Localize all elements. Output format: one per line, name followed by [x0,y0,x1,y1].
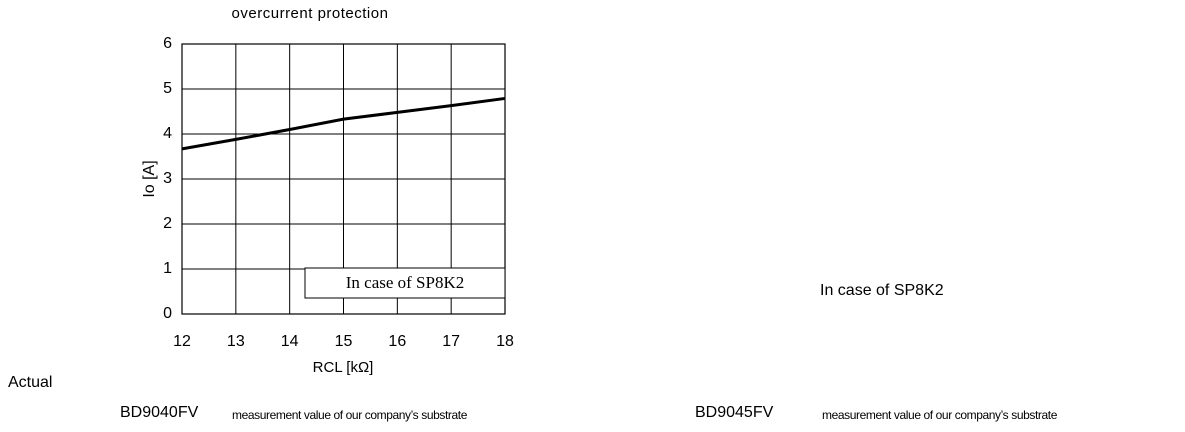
side-label: Actual [8,374,53,391]
x-tick-label: 14 [281,333,299,350]
x-tick-label: 13 [227,333,245,350]
chart: overcurrent protection Io [A] RCL [kΩ] 0… [141,5,514,376]
x-tick-label: 18 [496,333,514,350]
annotation-box [304,267,506,299]
y-tick-label: 4 [163,125,172,142]
x-tick-label: 12 [173,333,191,350]
caption-part: BD9045FV [695,404,774,421]
plot-frame [181,43,506,315]
right-note: In case of SP8K2 [820,282,944,299]
series-line [181,96,506,151]
x-tick-label: 15 [335,333,353,350]
y-tick-label: 6 [163,35,172,52]
caption-part: BD9040FV [120,404,199,421]
x-axis-label: RCL [kΩ] [313,359,374,376]
y-axis-label: Io [A] [141,160,158,197]
x-tick-label: 16 [388,333,406,350]
x-tick-label: 17 [442,333,460,350]
chart-title: overcurrent protection [232,5,389,22]
caption-text: measurement value of our company’s subst… [822,408,1057,422]
y-tick-label: 5 [163,80,172,97]
annotation: In case of SP8K2 [346,273,465,292]
y-tick-label: 1 [163,260,172,277]
caption-text: measurement value of our company’s subst… [232,408,467,422]
y-tick-label: 0 [163,305,172,322]
y-tick-label: 3 [163,170,172,187]
y-tick-label: 2 [163,215,172,232]
